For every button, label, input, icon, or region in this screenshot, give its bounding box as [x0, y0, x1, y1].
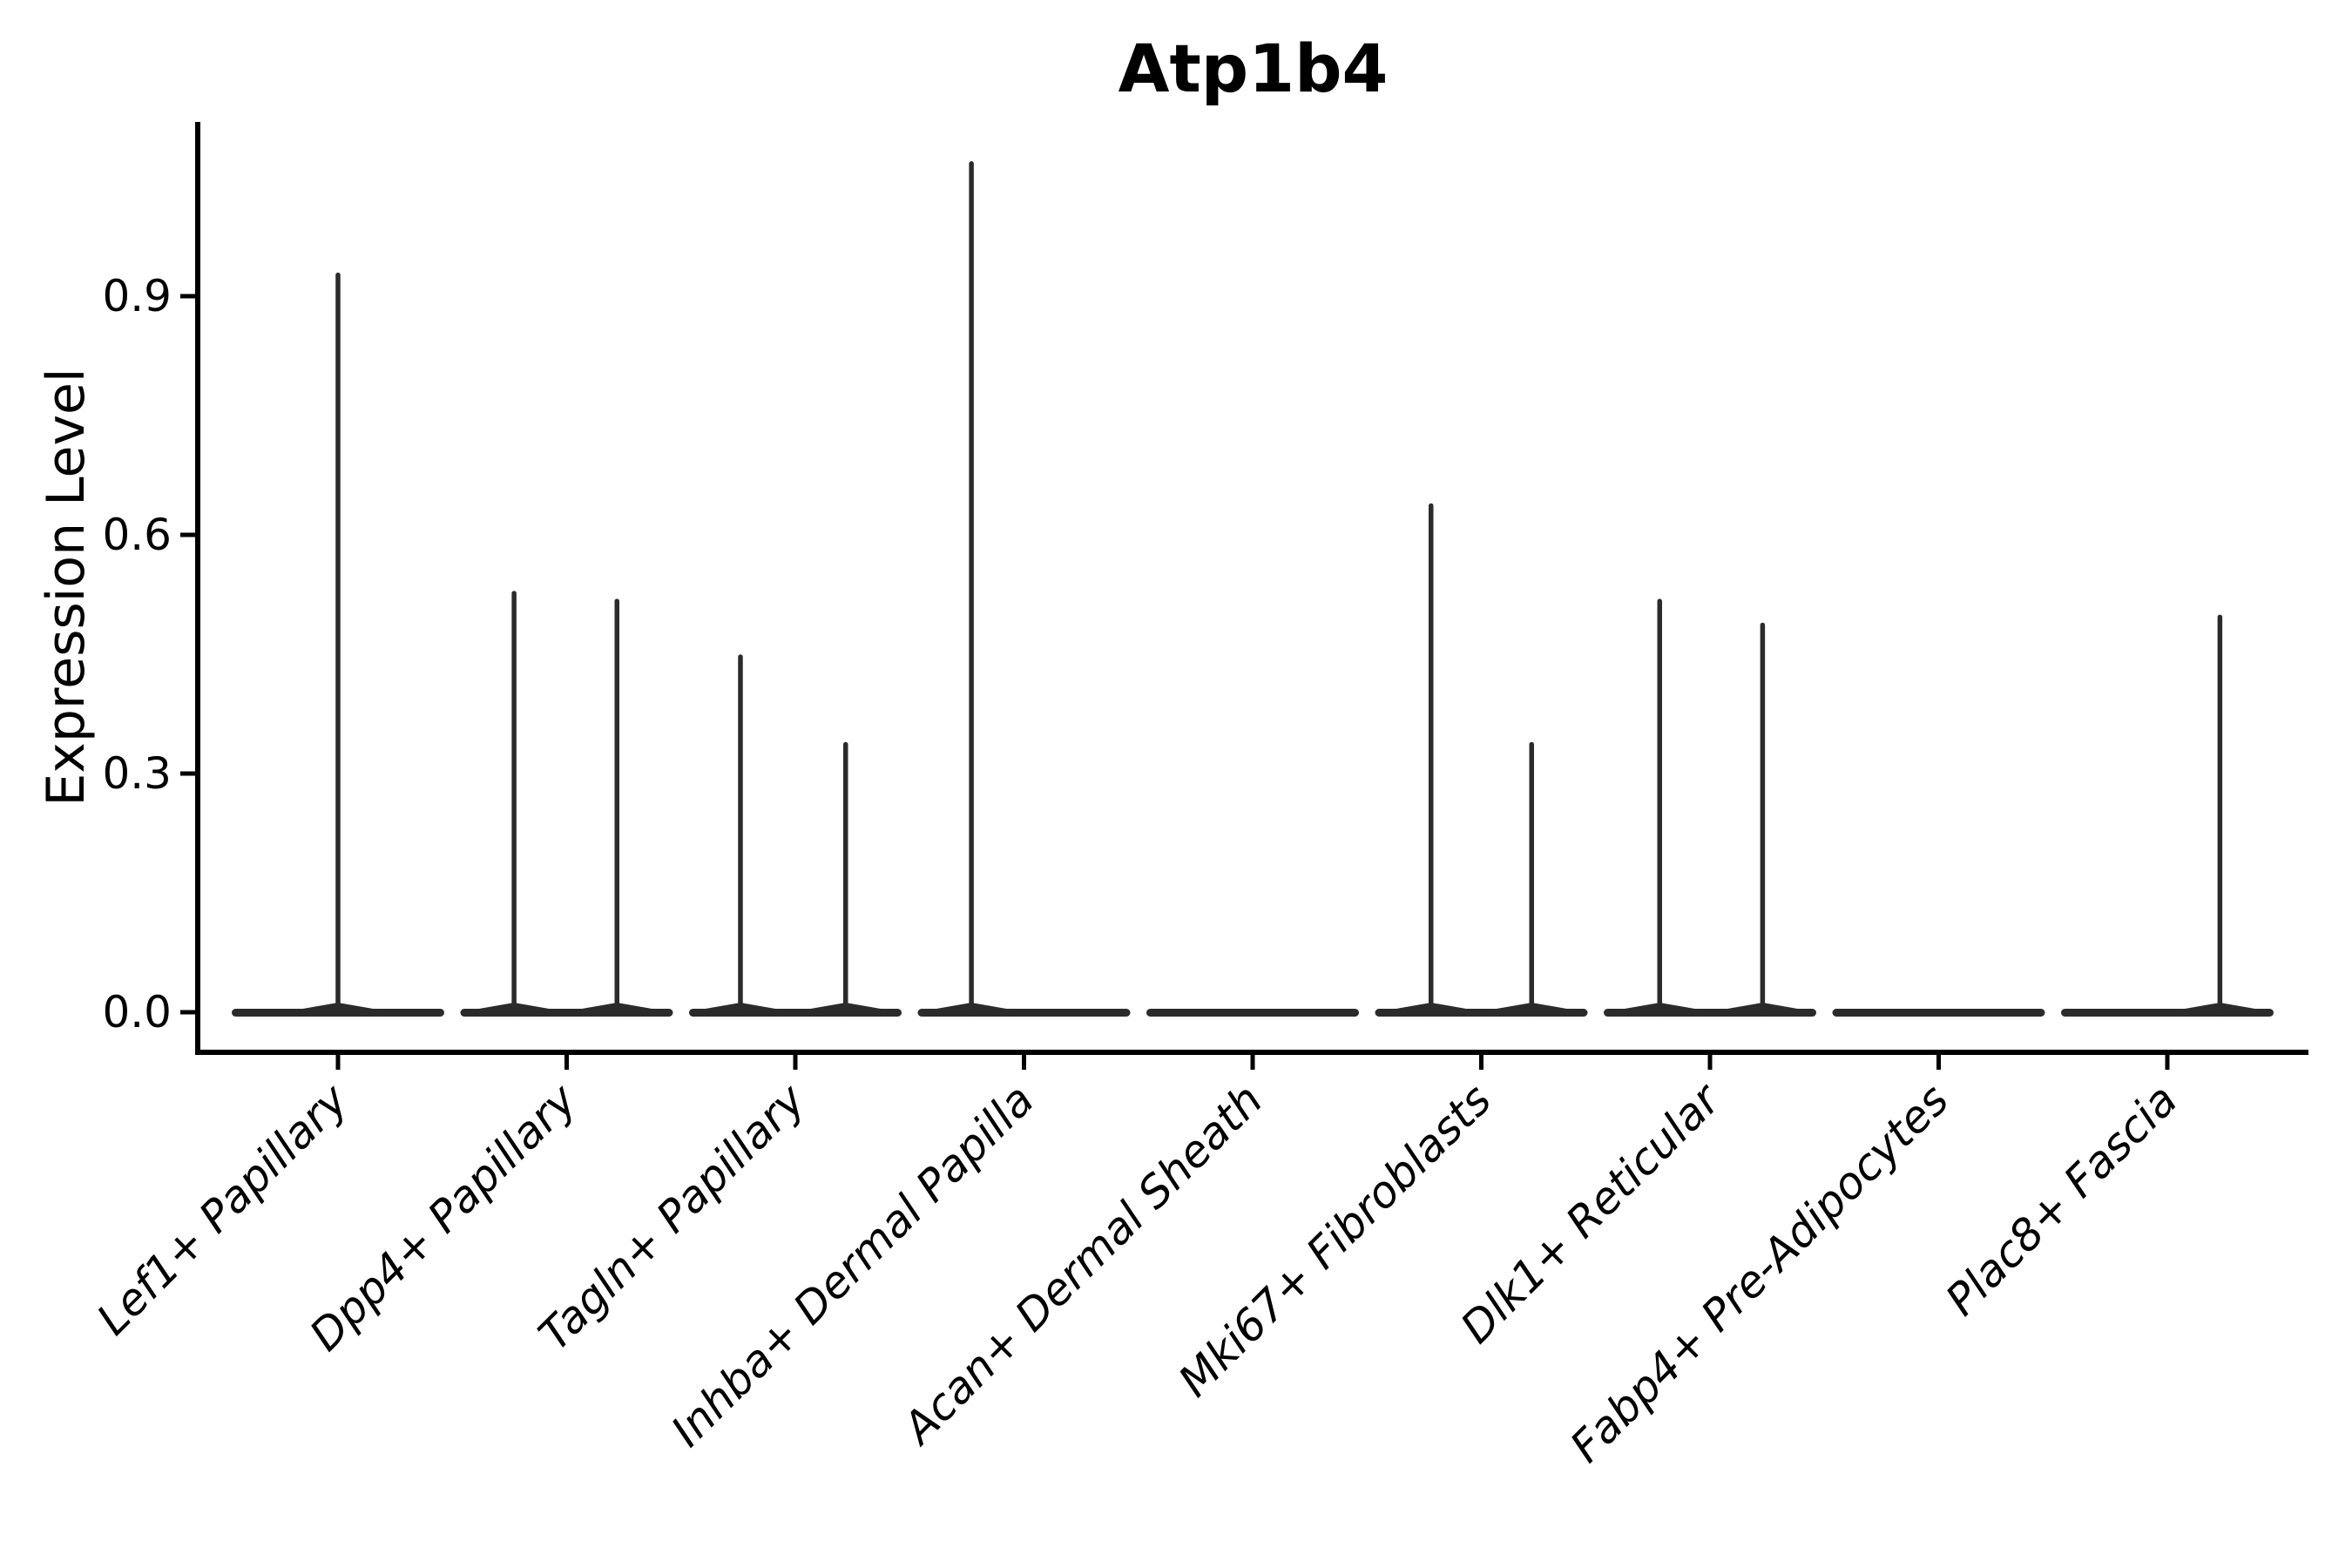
violin-baseline: [460, 1009, 673, 1017]
y-tick-label: 0.3: [102, 748, 172, 799]
x-tick-label: Lef1+ Papillary: [87, 1073, 358, 1344]
y-tick-label: 0.9: [102, 271, 172, 321]
x-tick-label: Acan+ Dermal Sheath: [892, 1074, 1273, 1455]
violin-baseline: [2061, 1009, 2274, 1017]
violin-baseline: [689, 1009, 902, 1017]
x-tick-label: Fabp4+ Pre-Adipocytes: [1560, 1074, 1958, 1472]
chart-title: Atp1b4: [1118, 30, 1389, 107]
violin-baseline: [1832, 1009, 2045, 1017]
x-tick-label: Inhba+ Dermal Papilla: [662, 1074, 1044, 1456]
violin-baseline: [1375, 1009, 1588, 1017]
violin-baseline: [1604, 1009, 1816, 1017]
y-tick-label: 0.0: [102, 987, 172, 1037]
violin-baseline: [917, 1009, 1131, 1017]
x-tick-label: Plac8+ Fascia: [1936, 1074, 2187, 1325]
violin-baseline: [1146, 1009, 1359, 1017]
y-tick-label: 0.6: [102, 510, 172, 560]
